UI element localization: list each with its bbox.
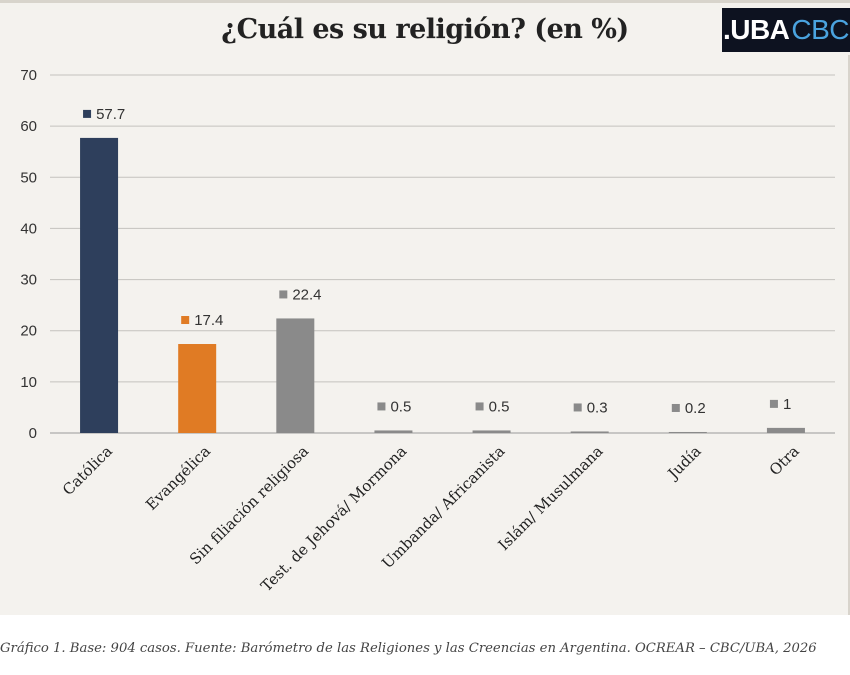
y-tick-label: 60: [20, 118, 37, 135]
y-tick-label: 40: [20, 220, 37, 237]
data-label-marker: [83, 109, 92, 118]
y-tick-label: 70: [20, 67, 37, 84]
data-label: 57.7: [96, 106, 125, 123]
data-label: 22.4: [292, 286, 321, 303]
x-tick-label: Católica: [59, 442, 116, 499]
right-border: [848, 55, 850, 615]
y-tick-label: 0: [29, 425, 37, 442]
bar: [374, 430, 413, 433]
y-tick-label: 10: [20, 374, 37, 391]
bar: [570, 431, 609, 433]
top-border: [0, 0, 850, 3]
x-tick-label: Islám/ Musulmana: [495, 442, 607, 554]
data-label: 0.2: [685, 400, 706, 417]
bar: [668, 431, 707, 433]
bar: [276, 318, 315, 433]
y-tick-label: 20: [20, 323, 37, 340]
logo-uba-text: .UBA: [722, 14, 790, 45]
data-label: 1: [783, 396, 791, 413]
uba-cbc-logo: .UBA CBC: [722, 8, 850, 52]
data-label-marker: [377, 402, 386, 411]
data-label-marker: [279, 290, 288, 299]
bar-chart: 0 10 20 30 40 50 60 70 57.7 Católica 17.4 Evangélic…: [20, 67, 835, 595]
data-label-marker: [573, 403, 582, 412]
logo-cbc-text: CBC: [791, 14, 850, 45]
figure-caption: Gráfico 1. Base: 904 casos. Fuente: Baró…: [0, 641, 817, 656]
x-tick-label: Judía: [663, 442, 705, 484]
bar: [178, 344, 217, 433]
chart-panel: [0, 3, 850, 615]
chart-title: ¿Cuál es su religión? (en %): [221, 14, 629, 45]
data-label: 0.3: [587, 399, 608, 416]
bar: [80, 137, 119, 434]
data-label-marker: [475, 402, 484, 411]
data-label: 0.5: [489, 398, 510, 415]
data-label-marker: [769, 399, 778, 408]
data-label: 17.4: [194, 312, 223, 329]
bar: [766, 427, 805, 433]
y-tick-label: 30: [20, 272, 37, 289]
data-label-marker: [671, 403, 680, 412]
y-tick-label: 50: [20, 169, 37, 186]
data-label-marker: [181, 316, 190, 325]
data-label: 0.5: [390, 398, 411, 415]
bar: [472, 430, 511, 433]
x-tick-label: Otra: [766, 442, 803, 479]
x-tick-label: Evangélica: [142, 442, 214, 514]
